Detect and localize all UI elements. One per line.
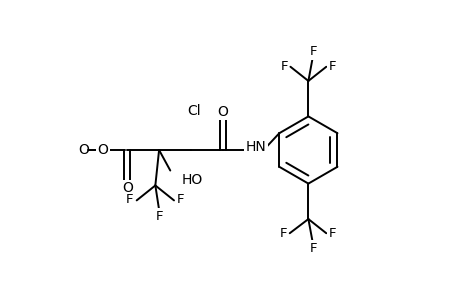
Text: HO: HO: [181, 173, 202, 187]
Text: F: F: [279, 227, 286, 241]
Text: F: F: [328, 227, 336, 241]
Text: O: O: [217, 105, 228, 119]
Text: F: F: [177, 193, 184, 206]
Text: F: F: [309, 242, 317, 255]
Text: F: F: [126, 193, 134, 206]
Text: F: F: [328, 59, 336, 73]
Text: O: O: [97, 143, 108, 157]
Text: HN: HN: [245, 140, 266, 154]
Text: O: O: [122, 181, 133, 195]
Text: Cl: Cl: [187, 104, 201, 118]
Text: F: F: [155, 210, 162, 223]
Text: O: O: [78, 143, 89, 157]
Text: F: F: [309, 45, 317, 58]
Text: F: F: [280, 59, 287, 73]
